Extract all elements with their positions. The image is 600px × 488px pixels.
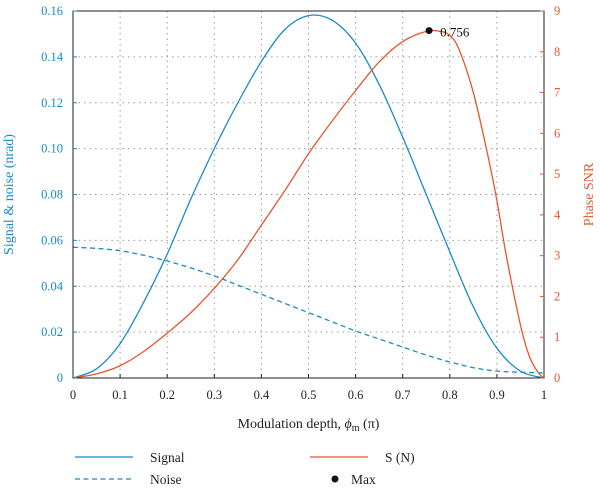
ticks: 0 0.1 0.2 0.3 0.4 0.5 0.6 0.7 0.8 0.9 100.020.040.… xyxy=(41,4,561,402)
x-tick-label: 0 xyxy=(70,388,76,402)
x-tick-label: 0.4 xyxy=(254,388,270,402)
y-right-tick-label: 1 xyxy=(554,330,560,344)
grid xyxy=(73,11,544,378)
y-left-tick-label: 0.12 xyxy=(41,96,63,110)
legend-label-noise: Noise xyxy=(150,472,182,487)
y-left-tick-label: 0.02 xyxy=(41,325,63,339)
y-right-tick-label: 8 xyxy=(554,45,560,59)
legend-swatch-max xyxy=(331,475,339,483)
max-marker xyxy=(425,27,433,35)
y-left-axis-title: Signal & noise (nrad) xyxy=(2,134,17,255)
x-tick-label: 0.5 xyxy=(301,388,317,402)
x-tick-label: 0.2 xyxy=(159,388,175,402)
y-right-tick-label: 9 xyxy=(554,4,560,18)
series-line-s-n xyxy=(72,29,545,379)
y-right-tick-label: 6 xyxy=(554,126,560,140)
legend-label-s-n: S (N) xyxy=(385,450,415,465)
series-line-noise xyxy=(72,246,545,374)
y-right-axis-title: Phase SNR xyxy=(582,162,597,226)
x-axis-title: Modulation depth, ϕm (π) xyxy=(238,417,380,434)
legend-label-max: Max xyxy=(351,472,376,487)
y-right-tick-label: 0 xyxy=(554,371,560,385)
y-left-tick-label: 0.08 xyxy=(41,188,63,202)
y-left-tick-label: 0 xyxy=(57,371,63,385)
x-tick-label: 0.8 xyxy=(442,388,458,402)
x-tick-label: 0.9 xyxy=(489,388,505,402)
y-right-tick-label: 7 xyxy=(554,86,560,100)
x-tick-label: 0.3 xyxy=(206,388,222,402)
y-left-tick-label: 0.10 xyxy=(41,142,63,156)
x-tick-label: 0.1 xyxy=(112,388,128,402)
y-left-tick-label: 0.14 xyxy=(41,50,64,64)
y-left-tick-label: 0.06 xyxy=(41,233,63,247)
y-right-tick-label: 5 xyxy=(554,167,560,181)
x-tick-label: 0.6 xyxy=(348,388,364,402)
x-tick-label: 0.7 xyxy=(395,388,411,402)
series-line-signal xyxy=(72,14,545,379)
markers: 0.756 xyxy=(425,25,470,40)
legend: Signal Noise S (N) Max xyxy=(75,450,415,487)
y-right-tick-label: 4 xyxy=(554,208,561,222)
y-right-tick-label: 3 xyxy=(554,249,560,263)
y-left-tick-label: 0.04 xyxy=(41,279,64,293)
x-tick-label: 1 xyxy=(541,388,547,402)
y-right-tick-label: 2 xyxy=(554,289,560,303)
legend-label-signal: Signal xyxy=(150,450,185,465)
series-layer xyxy=(72,14,545,379)
y-left-tick-label: 0.16 xyxy=(41,4,63,18)
max-annotation: 0.756 xyxy=(440,25,470,40)
